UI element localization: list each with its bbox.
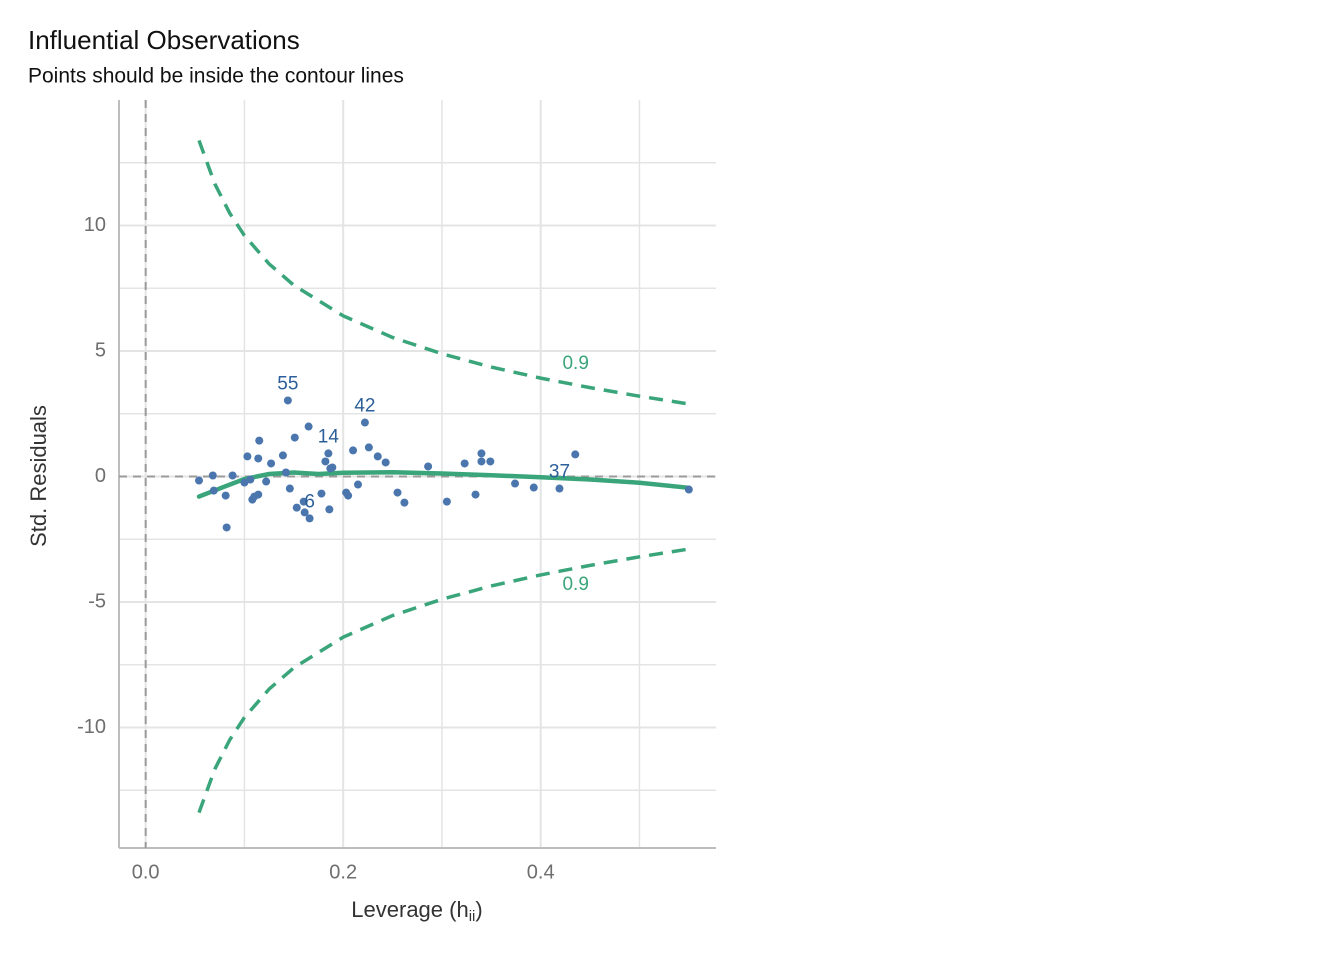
point — [344, 491, 353, 500]
point — [305, 514, 314, 523]
point — [254, 454, 263, 463]
point — [424, 462, 433, 471]
point — [324, 449, 333, 458]
point — [292, 503, 301, 512]
point — [360, 418, 369, 427]
x-tick-label: 0.2 — [329, 861, 357, 883]
y-tick-label: 10 — [84, 214, 106, 236]
point — [246, 475, 255, 484]
point — [299, 497, 308, 506]
point — [208, 471, 217, 480]
y-tick-label: 5 — [95, 339, 106, 361]
point — [442, 497, 451, 506]
x-tick-label: 0.4 — [527, 861, 555, 883]
y-tick-label: 0 — [95, 465, 106, 487]
point — [278, 451, 287, 460]
x-tick-label: 0.0 — [132, 861, 160, 883]
y-tick-label: -10 — [77, 716, 106, 738]
point — [328, 463, 337, 472]
point-label: 37 — [549, 462, 570, 483]
point — [262, 477, 271, 486]
chart-subtitle: Points should be inside the contour line… — [28, 65, 404, 88]
point — [364, 443, 373, 452]
point — [281, 468, 290, 477]
x-axis-label-sub: ii — [469, 908, 476, 925]
point — [349, 446, 358, 455]
point — [381, 458, 390, 467]
point-label: 55 — [277, 373, 298, 394]
point — [283, 396, 292, 405]
point — [571, 450, 580, 459]
point — [209, 486, 218, 495]
point — [317, 489, 326, 498]
y-axis-label: Std. Residuals — [26, 405, 51, 547]
point — [684, 485, 693, 494]
point — [267, 459, 276, 468]
point — [460, 459, 469, 468]
point-label: 14 — [318, 426, 340, 447]
x-axis-label-part: ) — [475, 897, 482, 922]
point-label: 42 — [354, 396, 375, 417]
point — [321, 457, 330, 466]
point — [222, 523, 231, 532]
point — [304, 422, 313, 431]
point — [511, 479, 520, 488]
point — [471, 490, 480, 499]
contour-label: 0.9 — [562, 574, 588, 595]
point — [353, 480, 362, 489]
point — [400, 498, 409, 507]
point — [290, 433, 299, 442]
x-axis-label-part: Leverage (h — [351, 897, 468, 922]
y-tick-label: -5 — [88, 590, 106, 612]
point — [221, 491, 230, 500]
chart-title: Influential Observations — [28, 25, 300, 55]
contour-label: 0.9 — [562, 353, 588, 374]
x-axis-label: Leverage (hii) — [351, 897, 482, 925]
point — [300, 508, 309, 517]
point — [373, 452, 382, 461]
point — [228, 471, 237, 480]
point — [240, 478, 249, 487]
point — [285, 484, 294, 493]
point — [555, 484, 564, 493]
point — [325, 505, 334, 514]
point — [477, 457, 486, 466]
point — [529, 483, 538, 492]
point — [255, 436, 264, 445]
point — [194, 476, 203, 485]
point — [477, 449, 486, 458]
point — [243, 452, 252, 461]
contour-line — [197, 547, 690, 814]
point — [254, 490, 263, 499]
point — [486, 457, 495, 466]
point-label: 6 — [304, 491, 315, 512]
point — [393, 488, 402, 497]
contour-line — [197, 139, 690, 406]
